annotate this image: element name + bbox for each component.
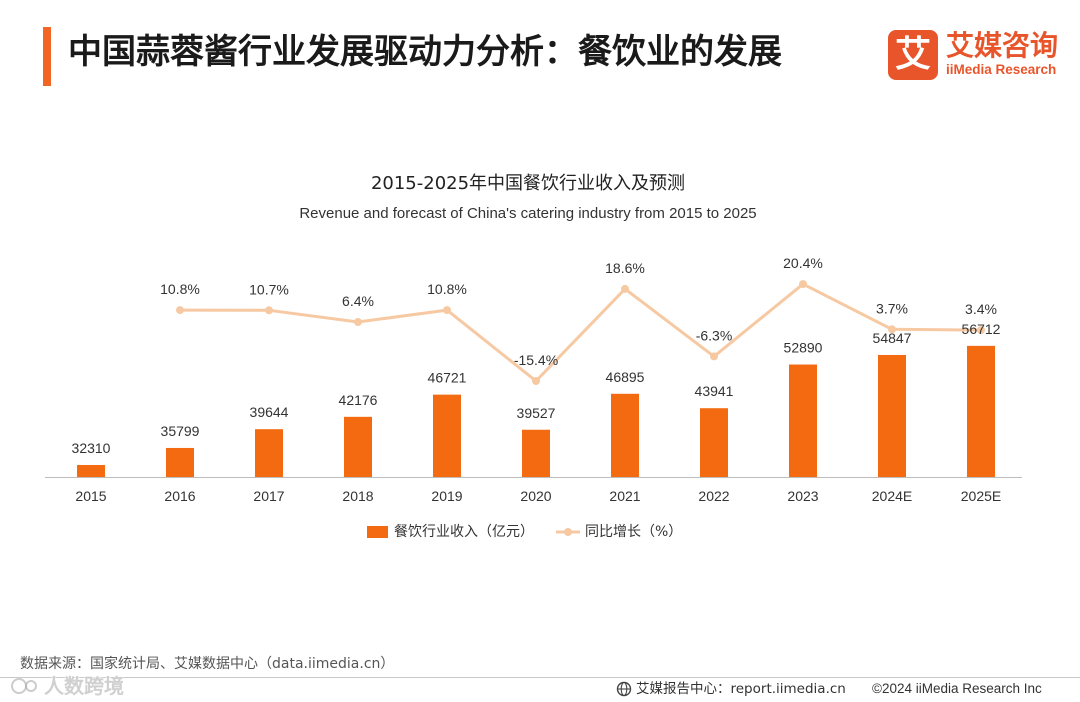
growth-value-label-2024E: 3.7% — [876, 300, 908, 316]
growth-point-2019 — [443, 306, 451, 315]
growth-point-2018 — [354, 318, 362, 326]
x-tick-label-2023: 2023 — [787, 488, 818, 504]
bar-value-label-2022: 43941 — [695, 383, 734, 399]
growth-point-2016 — [176, 306, 184, 315]
x-tick-label-2017: 2017 — [253, 488, 284, 504]
bar-2015 — [77, 464, 105, 477]
growth-line-series — [176, 280, 985, 385]
chart-labels: 32310 35799 39644 42176 46721 39527 46895 43941… — [72, 255, 1001, 456]
legend-revenue-label: 餐饮行业收入（亿元） — [394, 524, 534, 540]
bar-value-label-2019: 46721 — [428, 370, 467, 386]
report-center-text: 艾媒报告中心：report.iimedia.cn — [636, 681, 846, 697]
growth-value-label-2021: 18.6% — [605, 260, 645, 276]
growth-value-label-2020: -15.4% — [514, 352, 558, 368]
iimedia-logo-icon: 艾 — [888, 30, 938, 80]
copyright-text: ©2024 iiMedia Research Inc — [872, 681, 1042, 696]
bar-value-label-2018: 42176 — [339, 392, 378, 408]
growth-point-2023 — [799, 280, 807, 289]
growth-point-2017 — [265, 306, 273, 315]
growth-value-label-2019: 10.8% — [427, 281, 467, 297]
bar-value-label-2025E: 56712 — [962, 321, 1001, 337]
x-tick-label-2020: 2020 — [520, 488, 551, 504]
growth-value-label-2023: 20.4% — [783, 255, 823, 271]
growth-line — [179, 282, 982, 383]
chart-title: 2015-2025年中国餐饮行业收入及预测 — [370, 173, 686, 194]
growth-point-2021 — [621, 284, 629, 293]
bar-2016 — [166, 447, 194, 477]
x-tick-label-2024E: 2024E — [872, 488, 912, 504]
bar-value-label-2015: 32310 — [72, 440, 111, 456]
legend-growth-label: 同比增长（%） — [585, 524, 683, 540]
bar-2018 — [344, 416, 372, 477]
bar-2017 — [255, 429, 283, 477]
x-tick-label-2016: 2016 — [164, 488, 195, 504]
growth-point-2022 — [710, 352, 718, 361]
growth-value-label-2018: 6.4% — [342, 293, 374, 309]
bar-value-label-2017: 39644 — [250, 404, 289, 420]
bar-value-label-2016: 35799 — [161, 423, 200, 439]
revenue-bars — [77, 345, 995, 477]
x-tick-label-2021: 2021 — [609, 488, 640, 504]
bar-2022 — [700, 408, 728, 477]
chart-subtitle: Revenue and forecast of China's catering… — [299, 205, 757, 222]
bar-2024E — [878, 354, 906, 477]
data-source-note: 数据来源：国家统计局、艾媒数据中心（data.iimedia.cn） — [20, 656, 395, 672]
logo-name-cn: 艾媒咨询 — [946, 29, 1059, 62]
title-accent-bar — [43, 27, 51, 86]
bar-value-label-2021: 46895 — [606, 369, 645, 385]
bar-2019 — [433, 394, 461, 477]
bar-value-label-2023: 52890 — [784, 340, 823, 356]
x-tick-label-2015: 2015 — [75, 488, 106, 504]
growth-value-label-2025E: 3.4% — [965, 301, 997, 317]
watermark-text: 人数跨境 — [44, 674, 124, 698]
bar-2021 — [611, 393, 639, 477]
watermark-logo-icon — [11, 678, 37, 694]
growth-value-label-2016: 10.8% — [160, 281, 200, 297]
x-tick-label-2018: 2018 — [342, 488, 373, 504]
growth-point-2020 — [532, 377, 540, 385]
bar-value-label-2024E: 54847 — [873, 330, 912, 346]
growth-value-label-2017: 10.7% — [249, 281, 289, 297]
legend-line-swatch — [556, 528, 580, 536]
legend-bar-swatch — [367, 526, 388, 538]
growth-point-2025E — [977, 326, 985, 335]
x-axis: 2015 2016 2017 2018 2019 2020 2021 2022 2023 2024… — [45, 477, 1022, 504]
globe-icon — [616, 681, 632, 697]
bar-2025E — [967, 345, 995, 477]
footer-divider — [0, 677, 1080, 678]
x-tick-label-2019: 2019 — [431, 488, 462, 504]
x-tick-label-2022: 2022 — [698, 488, 729, 504]
growth-point-2024E — [888, 325, 896, 334]
logo-name-en: iiMedia Research — [946, 62, 1057, 77]
page-title: 中国蒜蓉酱行业发展驱动力分析：餐饮业的发展 — [68, 32, 782, 72]
bar-value-label-2020: 39527 — [517, 405, 556, 421]
bar-2020 — [522, 429, 550, 477]
bar-2023 — [789, 364, 817, 477]
growth-value-label-2022: -6.3% — [696, 327, 733, 343]
x-tick-label-2025E: 2025E — [961, 488, 1001, 504]
